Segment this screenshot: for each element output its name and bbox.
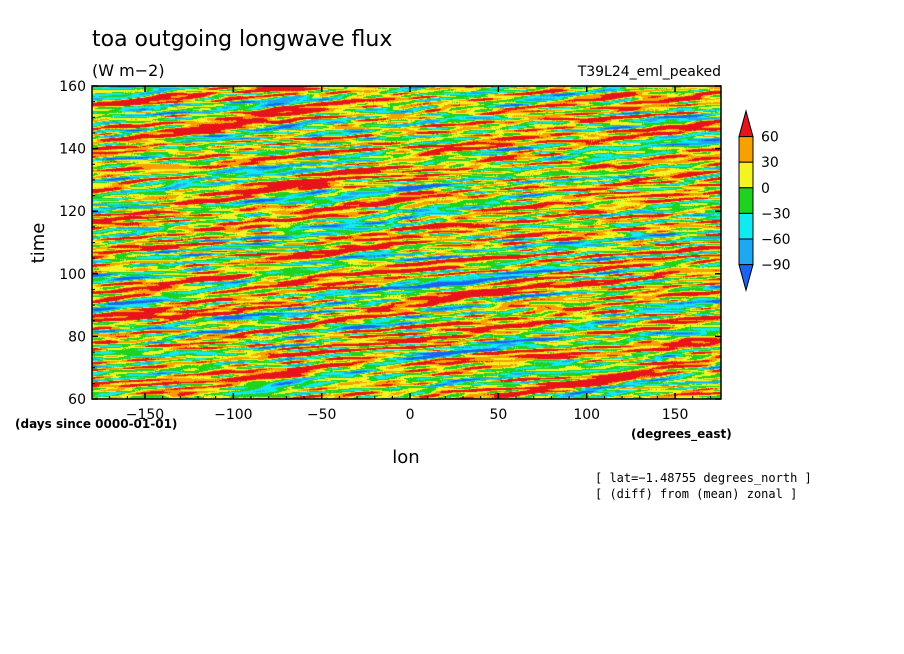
y-tick-label: 160 xyxy=(59,79,86,95)
colorbar-label: 60 xyxy=(761,130,779,146)
units-label: (W m−2) xyxy=(92,61,165,80)
note-lat: [ lat=−1.48755 degrees_north ] xyxy=(595,471,812,485)
colorbar-segment xyxy=(738,136,754,163)
y-units-label: (days since 0000-01-01) xyxy=(15,417,177,431)
chart-title: toa outgoing longwave flux xyxy=(92,27,392,52)
y-tick-label: 120 xyxy=(59,204,86,220)
x-axis-label: lon xyxy=(392,447,419,468)
x-tick-label: 150 xyxy=(662,407,689,423)
x-tick-label: 0 xyxy=(406,407,415,423)
colorbar: 60 30 0 −30 −60 −90 xyxy=(738,109,791,293)
x-tick-label: −150 xyxy=(126,407,164,423)
heatmap-image xyxy=(92,86,721,399)
colorbar-label: 0 xyxy=(761,181,770,197)
colorbar-top-arrow xyxy=(738,109,754,138)
colorbar-label: −90 xyxy=(761,258,791,274)
colorbar-segment xyxy=(738,238,754,266)
heatmap-field xyxy=(92,86,721,399)
colorbar-label: −30 xyxy=(761,206,791,222)
x-tick-label: −50 xyxy=(307,407,337,423)
y-axis-ticks: 60 80 100 120 140 160 xyxy=(59,79,721,408)
y-tick-label: 80 xyxy=(68,329,86,345)
colorbar-label: 30 xyxy=(761,155,779,171)
y-tick-label: 140 xyxy=(59,142,86,158)
y-axis-label: time xyxy=(28,223,49,264)
colorbar-label: −60 xyxy=(761,232,791,248)
colorbar-segment xyxy=(738,212,754,240)
colorbar-bottom-arrow xyxy=(738,264,754,293)
case-label: T39L24_eml_peaked xyxy=(577,64,721,80)
x-units-label: (degrees_east) xyxy=(631,427,732,442)
x-tick-label: 50 xyxy=(489,407,507,423)
note-diff: [ (diff) from (mean) zonal ] xyxy=(595,487,797,501)
x-axis-ticks: −150 −100 −50 0 50 100 150 xyxy=(109,86,711,423)
x-tick-label: 100 xyxy=(573,407,600,423)
colorbar-segment xyxy=(738,161,754,189)
x-tick-label: −100 xyxy=(214,407,252,423)
y-tick-label: 100 xyxy=(59,267,86,283)
colorbar-segment xyxy=(738,187,754,214)
y-tick-label: 60 xyxy=(68,392,86,408)
